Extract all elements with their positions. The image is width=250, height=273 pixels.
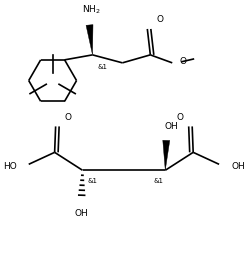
Text: &1: &1 [153,178,163,184]
Text: O: O [179,57,186,66]
Text: OH: OH [75,209,88,218]
Text: O: O [176,114,183,122]
Text: OH: OH [164,122,178,131]
Text: HO: HO [3,162,17,171]
Text: &1: &1 [98,64,108,70]
Text: NH$_2$: NH$_2$ [82,4,101,16]
Text: O: O [64,114,71,122]
Text: O: O [156,15,163,24]
Text: &1: &1 [88,178,98,184]
Polygon shape [86,25,93,55]
Text: OH: OH [231,162,245,171]
Polygon shape [163,140,170,170]
